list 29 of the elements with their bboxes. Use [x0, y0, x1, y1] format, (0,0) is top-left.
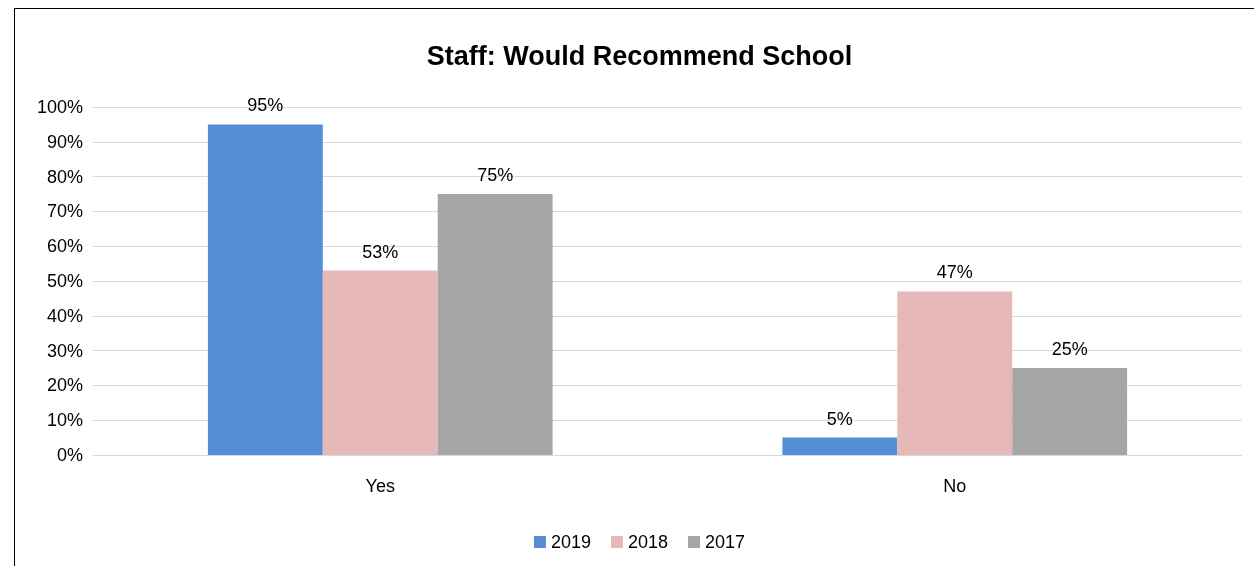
- chart-title: Staff: Would Recommend School: [426, 40, 853, 71]
- data-label: 95%: [247, 95, 284, 116]
- x-tick-label: Yes: [365, 476, 395, 496]
- y-tick-label: 60%: [46, 236, 83, 257]
- legend-label: 2019: [550, 532, 591, 552]
- y-tick-label: 100%: [36, 97, 83, 117]
- bar: [897, 291, 1013, 455]
- y-tick-label: 70%: [46, 201, 83, 222]
- y-tick-label: 50%: [46, 271, 83, 291]
- data-label: 25%: [1051, 339, 1088, 359]
- data-label: 53%: [362, 241, 399, 262]
- bar: [782, 437, 898, 455]
- y-tick-label: 90%: [46, 131, 83, 152]
- bar: [322, 270, 438, 455]
- y-tick-label: 10%: [46, 410, 83, 431]
- bar: [1012, 368, 1128, 455]
- y-tick-label: 80%: [46, 166, 83, 187]
- data-label: 47%: [936, 262, 973, 283]
- legend-label: 2018: [627, 532, 669, 552]
- data-label: 5%: [826, 408, 853, 429]
- y-tick-label: 0%: [56, 445, 83, 465]
- y-tick-label: 40%: [46, 305, 83, 326]
- y-tick-label: 20%: [46, 375, 83, 396]
- bar: [437, 194, 553, 455]
- x-tick-label: No: [943, 476, 967, 496]
- legend-label: 2017: [705, 532, 746, 552]
- y-tick-label: 30%: [46, 340, 83, 361]
- bar: [207, 124, 323, 455]
- data-label: 75%: [477, 165, 514, 185]
